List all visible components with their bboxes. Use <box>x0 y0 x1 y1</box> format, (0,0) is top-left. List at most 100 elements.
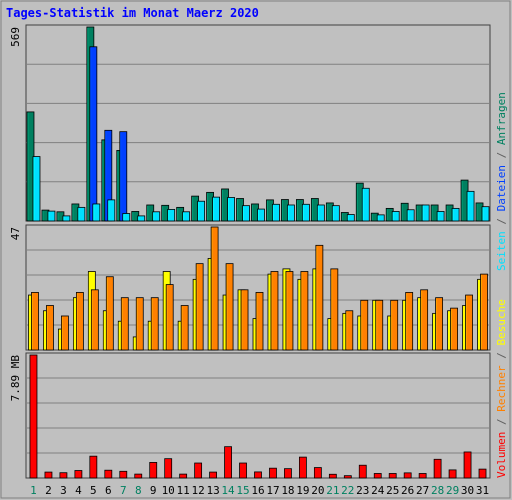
bar-seiten-day-1 <box>32 156 41 222</box>
x-tick-label-day-17: 17 <box>266 484 279 497</box>
bar-volumen-day-19 <box>298 456 307 479</box>
plot-area <box>25 352 491 479</box>
bar-volumen-day-1 <box>29 354 38 479</box>
bar-volumen-day-11 <box>179 473 188 479</box>
bar-rechner-day-12 <box>195 263 204 351</box>
legend-entry-1: / <box>495 412 508 432</box>
bar-seiten-day-12 <box>197 200 206 222</box>
bar-seiten-day-11 <box>182 211 191 222</box>
bar-volumen-day-28 <box>433 458 442 479</box>
y-max-label: 47 <box>9 227 22 240</box>
bar-rechner-day-21 <box>330 268 339 351</box>
legend-entry-3: / <box>495 145 508 165</box>
x-tick-label-day-5: 5 <box>90 484 97 497</box>
bar-volumen-day-10 <box>164 458 173 479</box>
bar-seiten-day-9 <box>152 211 161 222</box>
x-tick-label-day-1: 1 <box>30 484 37 497</box>
x-tick-label-day-2: 2 <box>45 484 52 497</box>
x-tick-label-day-13: 13 <box>206 484 219 497</box>
bar-seiten-day-24 <box>376 214 385 222</box>
bar-seiten-day-7 <box>122 213 131 222</box>
x-axis-labels: 1 2 3 4 5 6 7 8 9 10 11 12 13 14 15 16 17 18 19 20 21 22 23 24 2… <box>30 484 489 497</box>
bar-rechner-day-2 <box>46 305 54 351</box>
bar-volumen-day-14 <box>224 446 232 479</box>
bar-volumen-day-30 <box>463 451 472 479</box>
bar-seiten-day-19 <box>301 203 310 222</box>
bar-seiten-day-21 <box>331 205 340 222</box>
y-max-label: 569 <box>9 27 22 47</box>
bar-rechner-day-24 <box>375 299 384 351</box>
legend-entry-0: Seiten <box>495 231 508 271</box>
bar-rechner-day-22 <box>345 310 354 351</box>
x-tick-label-day-12: 12 <box>192 484 205 497</box>
bar-seiten-day-5 <box>92 203 101 222</box>
bar-rechner-day-10 <box>165 284 174 351</box>
chart-panel-3: 7.89 MB <box>9 352 491 479</box>
x-tick-label-day-16: 16 <box>251 484 264 497</box>
bar-volumen-day-9 <box>149 462 158 479</box>
x-tick-label-day-31: 31 <box>476 484 489 497</box>
bar-volumen-day-5 <box>89 455 98 479</box>
x-tick-label-day-11: 11 <box>177 484 190 497</box>
x-tick-label-day-10: 10 <box>162 484 175 497</box>
bar-volumen-day-6 <box>104 469 113 479</box>
bar-seiten-day-25 <box>391 211 400 222</box>
bar-volumen-day-22 <box>343 475 352 479</box>
x-tick-label-day-28: 28 <box>431 484 444 497</box>
bar-rechner-day-23 <box>360 299 369 351</box>
x-tick-label-day-30: 30 <box>461 484 474 497</box>
bar-rechner-day-20 <box>315 244 324 351</box>
bar-volumen-day-15 <box>239 462 247 479</box>
bar-volumen-day-25 <box>388 473 397 479</box>
bar-rechner-day-16 <box>255 292 264 351</box>
chart-panel-2: 47 <box>9 224 491 351</box>
bar-rechner-day-19 <box>300 271 309 351</box>
legends: Volumen / Rechner / Besuche Seiten / Date… <box>495 92 508 478</box>
bar-seiten-day-27 <box>421 204 430 222</box>
bar-seiten-day-10 <box>167 209 176 222</box>
x-tick-label-day-6: 6 <box>105 484 112 497</box>
bar-seiten-day-14 <box>227 197 235 222</box>
chart-title: Tages-Statistik im Monat Maerz 2020 <box>6 6 259 20</box>
bar-rechner-day-15 <box>240 289 249 351</box>
x-tick-label-day-23: 23 <box>356 484 369 497</box>
bar-rechner-day-11 <box>180 305 189 351</box>
x-tick-label-day-14: 14 <box>221 484 235 497</box>
bar-volumen-day-13 <box>209 471 218 479</box>
bar-seiten-day-28 <box>436 211 445 222</box>
bar-volumen-day-7 <box>119 470 128 479</box>
bar-seiten-day-16 <box>257 208 265 222</box>
bar-rechner-day-27 <box>420 289 429 351</box>
bar-volumen-day-17 <box>269 467 277 479</box>
bar-rechner-day-30 <box>465 294 473 351</box>
bar-volumen-day-16 <box>254 471 262 479</box>
legend-entry-3: / <box>495 346 508 366</box>
x-tick-label-day-29: 29 <box>446 484 459 497</box>
chart-panels: 569 47 7.89 MB <box>9 24 491 479</box>
bar-volumen-day-29 <box>448 469 457 479</box>
bar-seiten-day-2 <box>47 210 56 222</box>
bar-volumen-day-23 <box>358 464 367 479</box>
bar-volumen-day-27 <box>418 473 427 479</box>
legend-entry-1: / <box>495 211 508 231</box>
bar-rechner-day-8 <box>135 297 144 351</box>
bar-rechner-day-9 <box>150 297 159 351</box>
x-tick-label-day-7: 7 <box>120 484 127 497</box>
legend-entry-0: Volumen <box>495 432 508 478</box>
bar-rechner-day-14 <box>225 263 234 351</box>
bar-seiten-day-4 <box>77 206 86 222</box>
chart-panel-1: 569 <box>9 24 491 222</box>
bar-volumen-day-26 <box>403 472 412 479</box>
legend-entry-2: Dateien <box>495 165 508 211</box>
bar-rechner-day-25 <box>390 299 399 351</box>
bar-seiten-day-29 <box>451 207 460 222</box>
x-tick-label-day-15: 15 <box>236 484 249 497</box>
bar-volumen-day-8 <box>134 473 143 479</box>
bar-volumen-day-12 <box>194 462 203 479</box>
bar-volumen-day-3 <box>59 472 68 479</box>
bar-seiten-day-23 <box>361 187 370 222</box>
legend-lower: Volumen / Rechner / Besuche <box>495 299 508 478</box>
bar-seiten-day-15 <box>242 205 250 222</box>
